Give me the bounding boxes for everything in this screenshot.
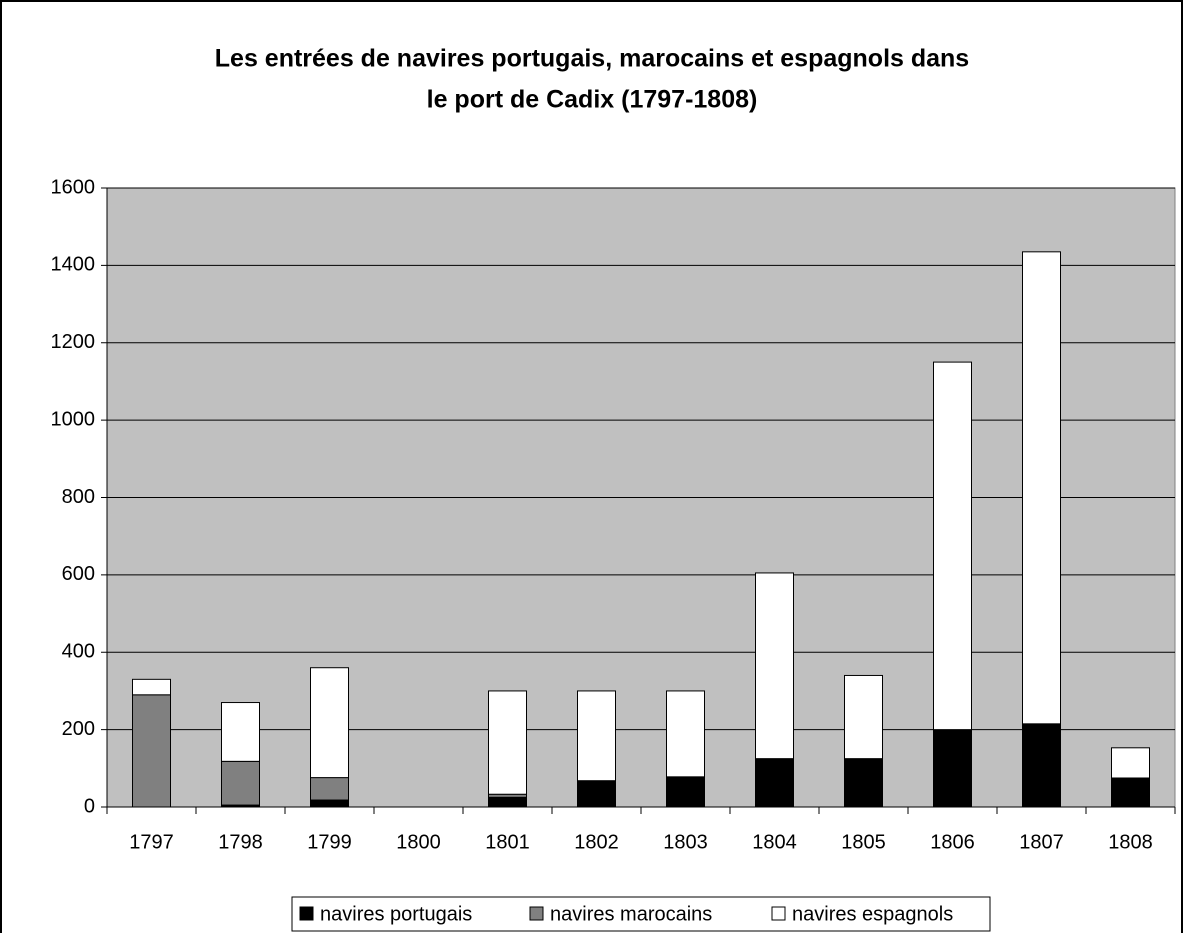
x-tick-label: 1799 [307, 831, 352, 853]
legend-label: navires espagnols [792, 903, 953, 925]
bar-segment [221, 702, 260, 762]
legend-label: navires marocains [550, 903, 712, 925]
bar-segment [844, 674, 883, 760]
y-tick-label: 600 [62, 563, 95, 585]
x-tick-label: 1797 [129, 831, 174, 853]
legend-swatch [771, 906, 786, 921]
x-tick-label: 1806 [930, 831, 975, 853]
legend-swatch [529, 906, 544, 921]
bar-segment [666, 690, 705, 778]
x-tick-label: 1803 [663, 831, 708, 853]
bar-segment [577, 690, 616, 782]
x-tick-label: 1808 [1108, 831, 1153, 853]
legend-label: navires portugais [320, 903, 472, 925]
legend-swatch [299, 906, 314, 921]
x-tick-label: 1804 [752, 831, 797, 853]
x-tick-label: 1805 [841, 831, 886, 853]
y-tick-label: 200 [62, 718, 95, 740]
y-tick-label: 0 [84, 795, 95, 817]
chart-title: Les entrées de navires portugais, maroca… [215, 45, 969, 73]
bar-segment [310, 667, 349, 779]
y-tick-label: 1400 [51, 254, 96, 276]
y-tick-label: 1200 [51, 331, 96, 353]
bar-segment [1111, 747, 1150, 779]
bar-segment [755, 572, 794, 760]
bar-segment [933, 729, 972, 808]
bar-segment [1022, 723, 1061, 808]
x-tick-label: 1807 [1019, 831, 1064, 853]
y-tick-label: 1000 [51, 408, 96, 430]
y-tick-label: 1600 [51, 176, 96, 198]
x-tick-label: 1801 [485, 831, 530, 853]
bar-segment [310, 799, 349, 808]
bar-segment [132, 694, 171, 808]
bar-segment [1022, 251, 1061, 725]
y-tick-label: 800 [62, 486, 95, 508]
bar-segment [488, 796, 527, 808]
bar-segment [755, 758, 794, 808]
bar-segment [1111, 777, 1150, 808]
bar-segment [577, 780, 616, 808]
x-tick-label: 1800 [396, 831, 441, 853]
bar-segment [310, 777, 349, 801]
chart-title: le port de Cadix (1797-1808) [427, 86, 758, 114]
x-tick-label: 1802 [574, 831, 619, 853]
legend-box [291, 896, 991, 932]
bar-segment [132, 678, 171, 696]
bar-segment [488, 690, 527, 795]
bar-segment [221, 760, 260, 806]
bar-segment [844, 758, 883, 808]
y-tick-label: 400 [62, 641, 95, 663]
x-tick-label: 1798 [218, 831, 263, 853]
bar-segment [666, 776, 705, 808]
bar-segment [933, 361, 972, 731]
